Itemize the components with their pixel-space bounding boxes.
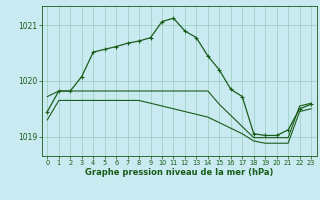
X-axis label: Graphe pression niveau de la mer (hPa): Graphe pression niveau de la mer (hPa) <box>85 168 273 177</box>
